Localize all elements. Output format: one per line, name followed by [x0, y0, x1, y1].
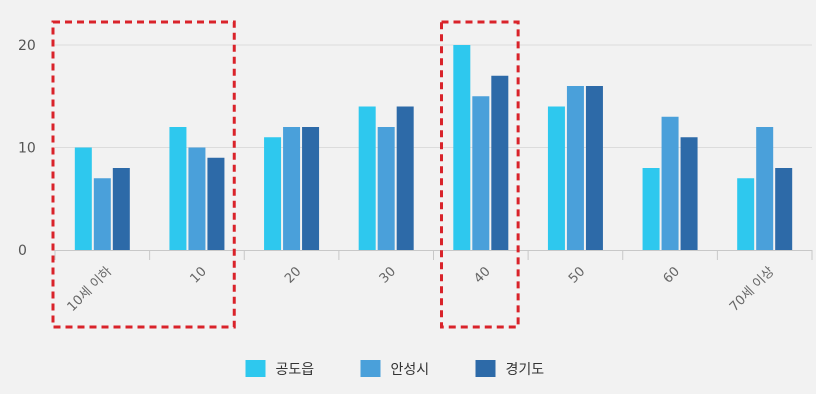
bar — [642, 168, 660, 250]
bar — [566, 86, 584, 250]
x-tick-label: 60 — [661, 264, 683, 286]
legend: 공도읍 안성시 경기도 — [245, 360, 545, 378]
legend-swatch — [360, 360, 381, 377]
x-tick-label: 20 — [282, 264, 304, 286]
bar — [188, 147, 206, 250]
bar — [264, 137, 282, 250]
bar — [472, 96, 490, 250]
bar — [207, 157, 225, 250]
legend-label: 경기도 — [506, 362, 545, 378]
bar — [112, 168, 130, 250]
bar — [396, 106, 414, 250]
bar — [169, 127, 187, 250]
highlight-box — [440, 20, 520, 329]
grid-lines — [55, 44, 812, 148]
bar — [775, 168, 793, 250]
x-tick-label: 40 — [471, 264, 493, 286]
bar — [74, 147, 92, 250]
bar — [283, 127, 301, 250]
bar — [737, 178, 755, 250]
y-axis-ticks: 0 10 20 — [18, 38, 36, 259]
bar — [585, 86, 603, 250]
bar — [756, 127, 774, 250]
bar — [453, 45, 471, 250]
legend-swatch — [245, 360, 266, 377]
y-tick-label: 10 — [18, 141, 36, 157]
y-tick-label: 0 — [18, 243, 27, 259]
x-tick-label: 10 — [187, 264, 209, 286]
bars — [74, 45, 793, 250]
bar — [547, 106, 565, 250]
highlight-box — [51, 20, 236, 329]
x-tick-label: 30 — [377, 264, 399, 286]
bar — [491, 75, 509, 250]
bar — [93, 178, 111, 250]
legend-swatch — [475, 360, 496, 377]
bar — [358, 106, 376, 250]
x-tick-label: 50 — [566, 264, 588, 286]
legend-label: 공도읍 — [276, 362, 315, 378]
highlight-boxes — [51, 20, 520, 329]
bar — [661, 116, 679, 250]
legend-label: 안성시 — [391, 362, 430, 378]
bar — [377, 127, 395, 250]
bar — [302, 127, 320, 250]
x-axis — [54, 250, 813, 260]
bar — [680, 137, 698, 250]
y-tick-label: 20 — [18, 38, 36, 54]
x-tick-label: 10세 이하 — [65, 264, 116, 315]
x-axis-labels: 10세 이하 10 20 30 40 50 60 70세 이상 — [65, 264, 778, 315]
x-tick-label: 70세 이상 — [727, 264, 778, 315]
